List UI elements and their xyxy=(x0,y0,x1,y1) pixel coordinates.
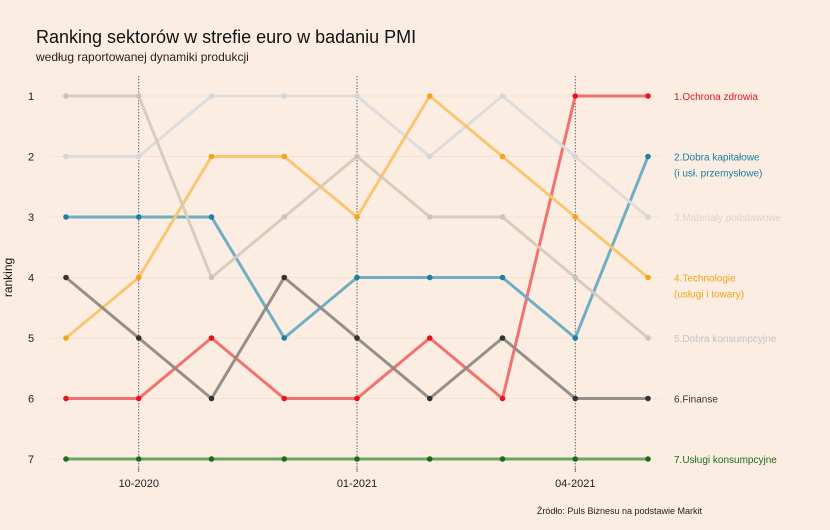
data-point-s2 xyxy=(572,335,579,341)
data-point-s7 xyxy=(572,456,579,462)
series-label-5: 5.Dobra konsumpcyjne xyxy=(674,334,777,345)
series-label-3: 3.Materiały podstawowe xyxy=(674,213,782,224)
data-point-s4 xyxy=(135,274,142,281)
y-tick-label: 3 xyxy=(28,212,34,224)
data-point-s3 xyxy=(208,93,215,99)
data-point-s2 xyxy=(208,214,215,220)
x-tick-label: 04-2021 xyxy=(555,478,595,490)
data-point-s3 xyxy=(354,93,360,99)
data-point-s7 xyxy=(208,456,215,462)
data-point-s1 xyxy=(499,395,506,402)
data-point-s3 xyxy=(645,214,651,220)
series-label-4: (usługi i towary) xyxy=(674,290,744,301)
y-tick-label: 7 xyxy=(28,454,34,466)
y-tick-label: 1 xyxy=(28,91,34,103)
y-axis-label: ranking xyxy=(1,258,15,297)
series-label-2: 2.Dobra kapitałowe xyxy=(674,153,760,164)
data-point-s4 xyxy=(426,93,433,99)
data-point-s1 xyxy=(63,395,69,402)
series-label-1: 1.Ochrona zdrowia xyxy=(674,92,758,103)
data-point-s5 xyxy=(354,153,360,160)
data-point-s7 xyxy=(645,456,651,462)
x-axis: 10-2020 01-2021 04-2021 xyxy=(119,468,595,490)
data-point-s7 xyxy=(499,456,506,462)
series-label-7: 7.Usługi konsumpcyjne xyxy=(674,455,777,466)
data-point-s6 xyxy=(645,395,651,402)
data-point-s7 xyxy=(63,456,69,462)
data-point-s7 xyxy=(354,456,360,462)
data-point-s4 xyxy=(499,153,506,160)
data-point-s5 xyxy=(208,274,215,281)
series-labels: 1.Ochrona zdrowia 2.Dobra kapitałowe (i us… xyxy=(674,92,782,466)
y-tick-label: 4 xyxy=(28,273,34,285)
data-point-s7 xyxy=(135,456,142,462)
data-point-s6 xyxy=(499,335,506,341)
data-point-s3 xyxy=(281,93,288,99)
series-points xyxy=(63,93,651,462)
x-tick-label: 10-2020 xyxy=(119,478,159,490)
data-point-s1 xyxy=(426,335,433,341)
data-point-s6 xyxy=(63,274,69,281)
data-point-s5 xyxy=(135,93,142,99)
data-point-s6 xyxy=(354,335,360,341)
data-point-s1 xyxy=(354,395,360,402)
data-point-s3 xyxy=(572,153,579,160)
chart-title: Ranking sektorów w strefie euro w badani… xyxy=(36,27,417,47)
data-point-s5 xyxy=(281,214,288,220)
data-point-s4 xyxy=(572,214,579,220)
data-point-s7 xyxy=(281,456,288,462)
data-point-s1 xyxy=(572,93,579,99)
chart-subtitle: według raportowanej dynamiki produkcji xyxy=(36,50,249,64)
data-point-s5 xyxy=(426,214,433,220)
series-label-6: 6.Finanse xyxy=(674,395,718,406)
data-point-s4 xyxy=(63,335,69,341)
data-point-s3 xyxy=(135,153,142,160)
data-point-s4 xyxy=(354,214,360,220)
data-point-s1 xyxy=(208,335,215,341)
data-point-s5 xyxy=(499,214,506,220)
data-point-s2 xyxy=(135,214,142,220)
data-point-s3 xyxy=(63,153,69,160)
data-point-s7 xyxy=(426,456,433,462)
data-point-s2 xyxy=(499,274,506,281)
data-point-s1 xyxy=(645,93,651,99)
data-point-s2 xyxy=(354,274,360,281)
data-point-s2 xyxy=(281,335,288,341)
data-point-s2 xyxy=(426,274,433,281)
reference-lines xyxy=(138,76,576,468)
y-tick-label: 2 xyxy=(28,152,34,164)
data-point-s2 xyxy=(645,153,651,160)
data-point-s6 xyxy=(208,395,215,402)
data-point-s4 xyxy=(281,153,288,160)
data-point-s4 xyxy=(645,274,651,281)
data-point-s1 xyxy=(281,395,288,402)
series-label-4: 4.Technologie xyxy=(674,274,736,285)
data-point-s6 xyxy=(281,274,288,281)
data-point-s4 xyxy=(208,153,215,160)
y-axis: 1 2 3 4 5 6 7 ranking xyxy=(1,91,34,466)
data-point-s3 xyxy=(426,153,433,160)
data-point-s5 xyxy=(63,93,69,99)
data-point-s2 xyxy=(63,214,69,220)
x-tick-label: 01-2021 xyxy=(337,478,377,490)
series-label-2: (i usł. przemysłowe) xyxy=(674,169,762,180)
data-point-s5 xyxy=(572,274,579,281)
y-tick-label: 5 xyxy=(28,333,34,345)
data-point-s3 xyxy=(499,93,506,99)
y-tick-label: 6 xyxy=(28,394,34,406)
source-caption: Źródło: Puls Biznesu na podstawie Markit xyxy=(536,506,702,516)
data-point-s1 xyxy=(135,395,142,402)
data-point-s5 xyxy=(645,335,651,341)
data-point-s6 xyxy=(572,395,579,402)
data-point-s6 xyxy=(426,395,433,402)
data-point-s6 xyxy=(135,335,142,341)
